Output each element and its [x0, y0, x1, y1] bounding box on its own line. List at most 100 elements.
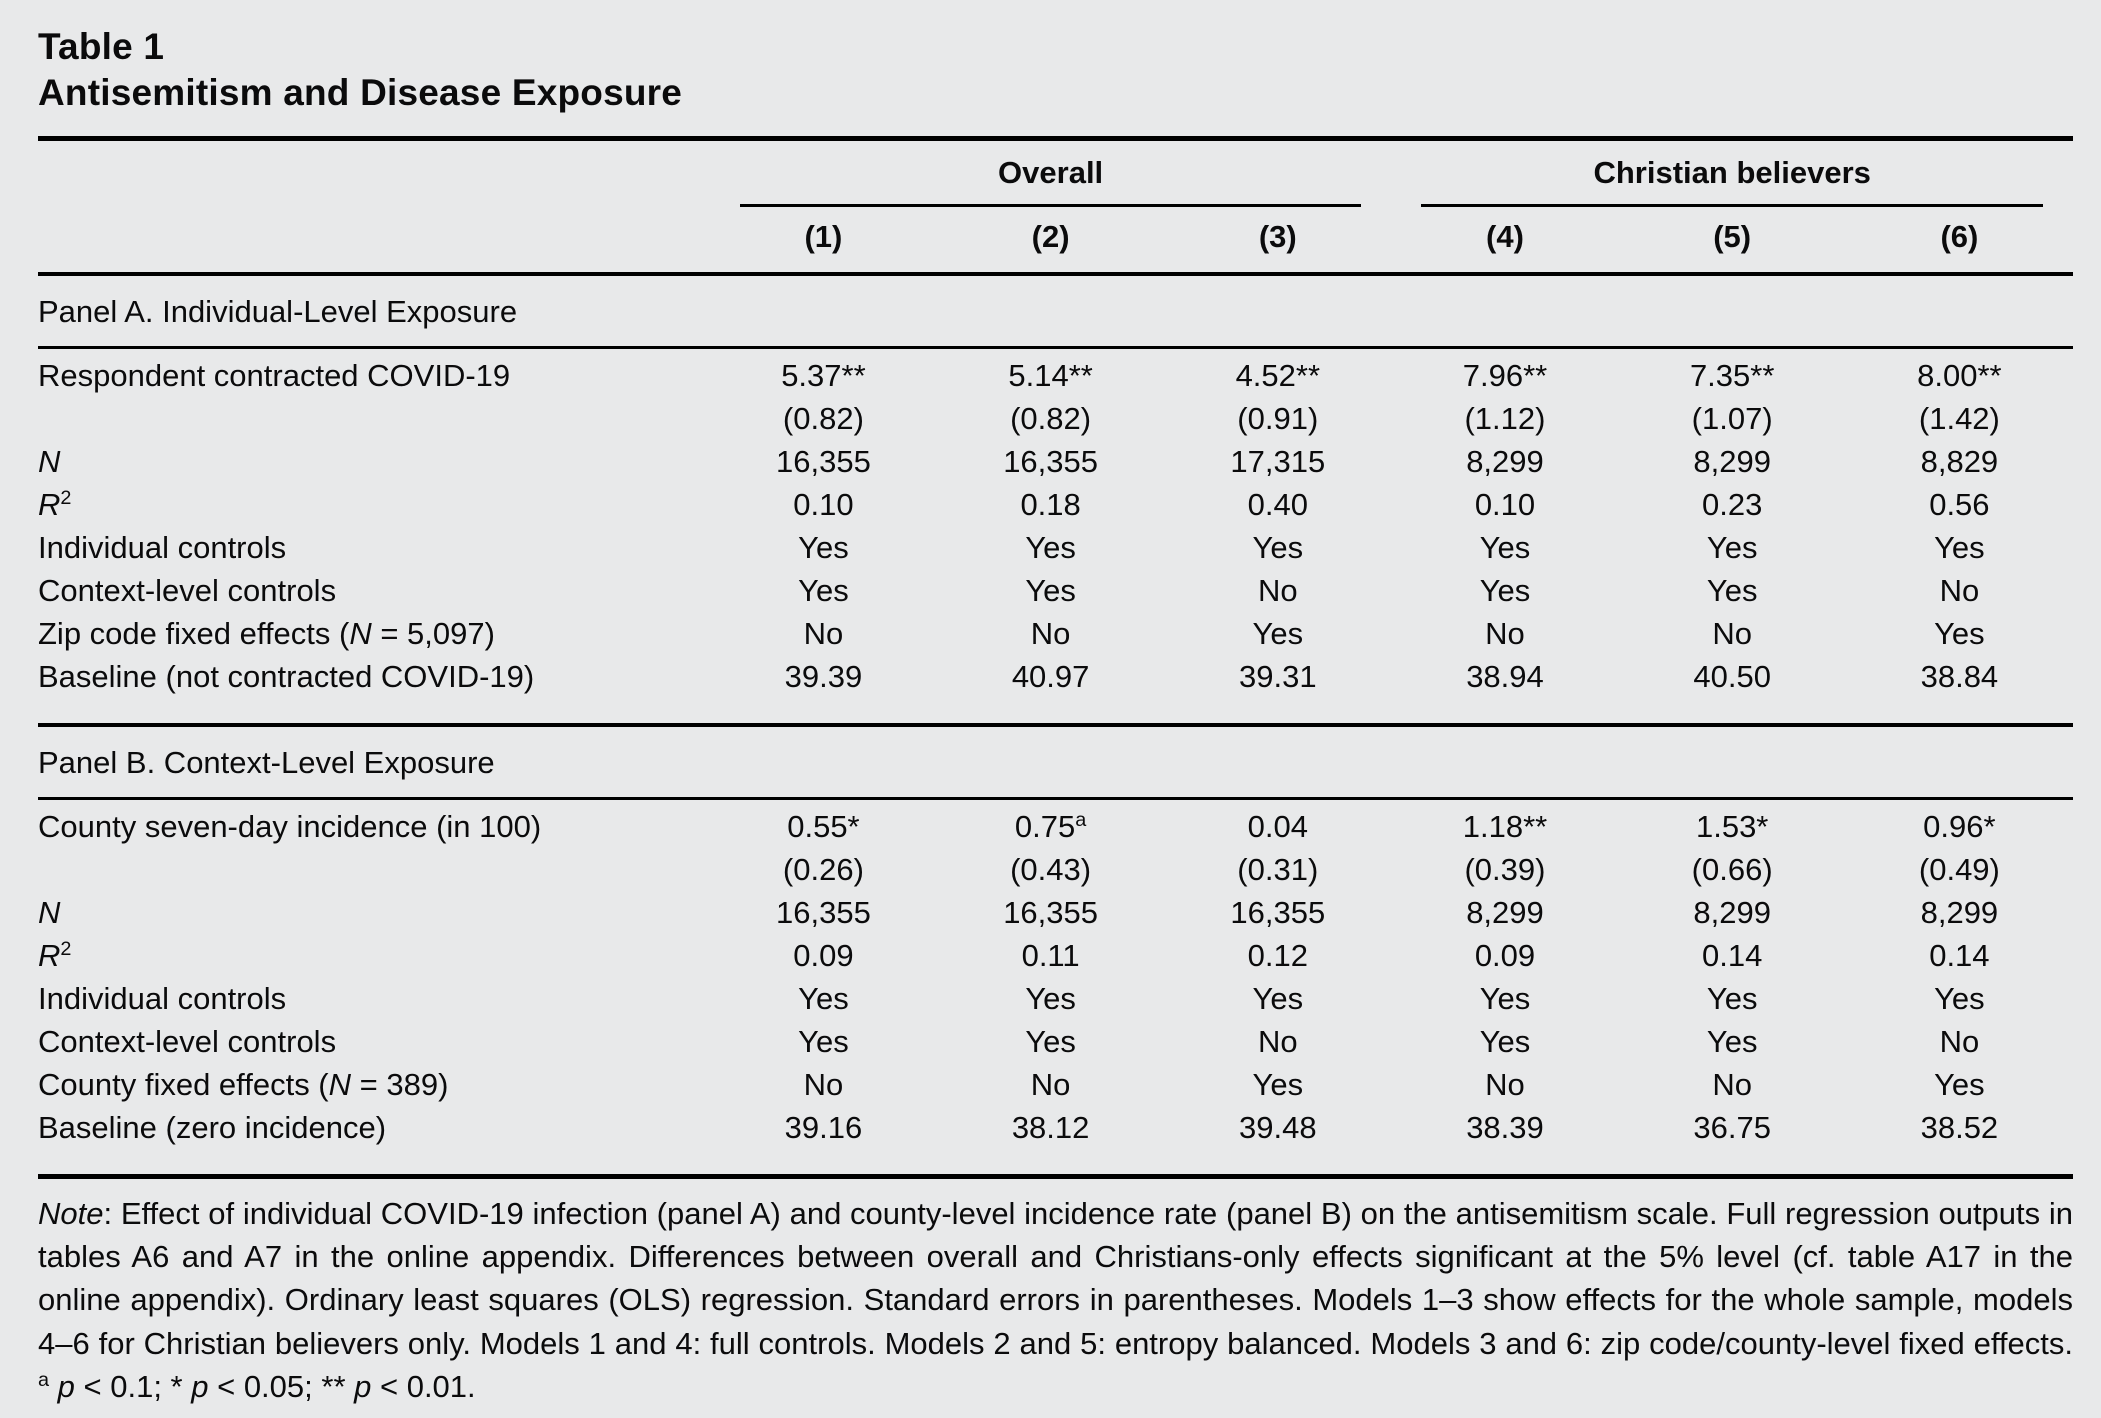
cell-value: 0.14	[1702, 938, 1763, 973]
cell-value: 0.18	[1020, 487, 1081, 522]
cell-value: 0.09	[1474, 938, 1536, 973]
cell-value: Yes	[1252, 530, 1304, 565]
cell-value: 39.39	[784, 659, 863, 694]
cell-value: No	[1712, 1067, 1752, 1102]
cell-value: No	[803, 1067, 844, 1102]
row-label: Context-level controls	[38, 1024, 337, 1059]
panel-title: Panel B. Context-Level Exposure	[38, 745, 495, 780]
cell-value: 0.55*	[787, 809, 860, 844]
cell-value: (0.66)	[1691, 852, 1773, 887]
row-label: N	[38, 895, 61, 930]
table-row: N 16,355 16,355 17,315 8,299 8,299 8,829	[38, 440, 2073, 483]
cell-value: 16,355	[1003, 444, 1099, 479]
cell-value: Yes	[798, 573, 849, 608]
row-label: N	[38, 444, 61, 479]
cell-value: 0.96*	[1923, 809, 1996, 844]
cell-value: 7.96**	[1462, 358, 1548, 393]
row-label: Zip code fixed effects (N = 5,097)	[38, 616, 495, 651]
cell-value: 38.94	[1466, 659, 1544, 694]
cell-value: Yes	[1252, 981, 1304, 1016]
cell-value: Yes	[1025, 530, 1076, 565]
cell-value: 40.97	[1011, 659, 1090, 694]
cell-value: 1.18**	[1462, 809, 1548, 844]
row-label	[38, 848, 710, 891]
table-row: N 16,355 16,355 16,355 8,299 8,299 8,299	[38, 891, 2073, 934]
panel-header-row: Panel A. Individual-Level Exposure	[38, 274, 2073, 348]
column-group-christian-believers: Christian believers	[1391, 139, 2073, 207]
table-title: Antisemitism and Disease Exposure	[38, 72, 683, 113]
cell-value: 0.40	[1247, 487, 1308, 522]
row-label: Individual controls	[38, 981, 287, 1016]
column-group-overall-label: Overall	[739, 155, 1362, 207]
cell-value: No	[1257, 1024, 1298, 1059]
cell-value: (1.12)	[1464, 401, 1546, 436]
cell-value: No	[1712, 616, 1752, 651]
cell-value: 8.00**	[1917, 358, 2002, 393]
table-row: County seven-day incidence (in 100) 0.55*…	[38, 799, 2073, 849]
cell-value: Yes	[1706, 981, 1758, 1016]
cell-value: Yes	[1025, 1024, 1076, 1059]
cell-value: Yes	[798, 981, 849, 1016]
cell-value: 38.39	[1466, 1110, 1544, 1145]
cell-value: No	[1485, 1067, 1525, 1102]
table-number: Table 1	[38, 26, 165, 67]
table-row: Zip code fixed effects (N = 5,097) No No Ye…	[38, 612, 2073, 655]
cell-value: Yes	[1934, 530, 1985, 565]
cell-value: (1.42)	[1918, 401, 2000, 436]
table-row: (0.26) (0.43) (0.31) (0.39) (0.66) (0.49)	[38, 848, 2073, 891]
cell-value: 39.48	[1239, 1110, 1317, 1145]
cell-value: (0.49)	[1918, 852, 2000, 887]
stub-header	[38, 139, 710, 208]
cell-value: Yes	[1479, 573, 1531, 608]
table-note: Note: Effect of individual COVID-19 infe…	[38, 1196, 2073, 1404]
cell-value: (0.43)	[1010, 852, 1092, 887]
row-label: Respondent contracted COVID-19	[38, 358, 511, 393]
table-row: Individual controls Yes Yes Yes Yes Yes Yes	[38, 526, 2073, 569]
cell-value: Yes	[1479, 1024, 1531, 1059]
cell-value: (0.91)	[1237, 401, 1319, 436]
cell-value: 40.50	[1693, 659, 1771, 694]
regression-table: Overall Christian believers (1) (2) (3) …	[38, 136, 2073, 1179]
cell-value: Yes	[1252, 616, 1304, 651]
row-label: Baseline (zero incidence)	[38, 1110, 387, 1145]
cell-value: 5.37**	[781, 358, 866, 393]
cell-value: (1.07)	[1691, 401, 1773, 436]
panel-header-row: Panel B. Context-Level Exposure	[38, 725, 2073, 799]
stub-header	[38, 207, 710, 274]
cell-value: Yes	[1706, 530, 1758, 565]
cell-value: No	[1485, 616, 1525, 651]
cell-value: 38.52	[1920, 1110, 1999, 1145]
column-header-3: (3)	[1258, 219, 1297, 254]
row-label: Baseline (not contracted COVID-19)	[38, 659, 535, 694]
cell-value: Yes	[1706, 573, 1758, 608]
cell-value: 0.04	[1247, 809, 1308, 844]
table-row: R2 0.09 0.11 0.12 0.09 0.14 0.14	[38, 934, 2073, 977]
row-label: County fixed effects (N = 389)	[38, 1067, 449, 1102]
cell-value: 5.14**	[1008, 358, 1093, 393]
cell-value: 1.53*	[1695, 809, 1769, 844]
cell-value: 8,299	[1466, 895, 1544, 930]
column-number-row: (1) (2) (3) (4) (5) (6)	[38, 207, 2073, 274]
cell-value: No	[1030, 1067, 1071, 1102]
cell-value: 0.14	[1929, 938, 1990, 973]
cell-value: 16,355	[776, 895, 871, 930]
cell-value: No	[803, 616, 844, 651]
column-group-row: Overall Christian believers	[38, 139, 2073, 208]
cell-value: 16,355	[1230, 895, 1326, 930]
column-group-overall: Overall	[710, 139, 1392, 207]
panel-title: Panel A. Individual-Level Exposure	[38, 294, 518, 329]
cell-value: (0.82)	[1010, 401, 1092, 436]
cell-value: 17,315	[1230, 444, 1326, 479]
cell-value: No	[1030, 616, 1071, 651]
cell-value: No	[1939, 1024, 1980, 1059]
cell-value: 8,299	[1466, 444, 1544, 479]
column-header-4: (4)	[1486, 219, 1524, 254]
cell-value: 39.31	[1239, 659, 1317, 694]
table-row: R2 0.10 0.18 0.40 0.10 0.23 0.56	[38, 483, 2073, 526]
row-label: R2	[38, 487, 72, 522]
cell-value: 0.23	[1702, 487, 1763, 522]
column-header-1: (1)	[804, 219, 843, 254]
cell-value: 0.10	[793, 487, 854, 522]
column-header-6: (6)	[1940, 219, 1979, 254]
cell-value: 0.56	[1929, 487, 1990, 522]
